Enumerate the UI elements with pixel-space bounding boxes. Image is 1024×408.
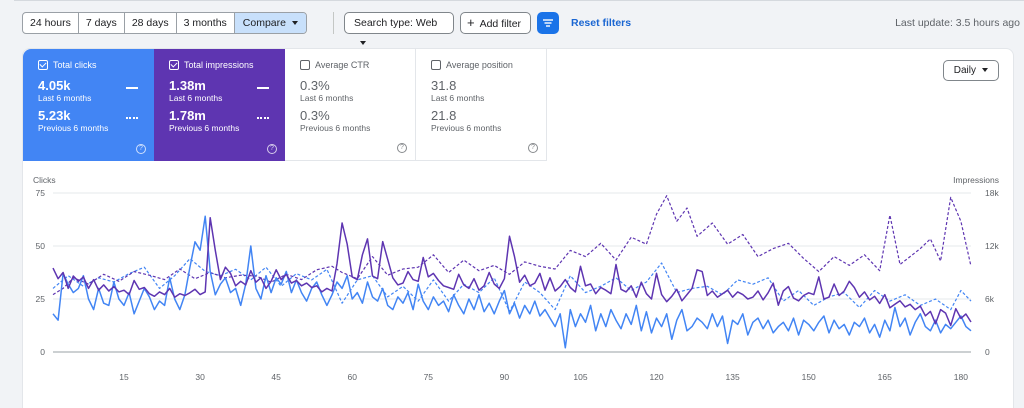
x-tick-label: 90 xyxy=(500,372,510,382)
caret-down-icon xyxy=(291,21,298,26)
x-tick-label: 135 xyxy=(726,372,740,382)
dashed-line-legend-icon xyxy=(126,117,138,119)
metric-value: 31.8 xyxy=(431,78,457,93)
right-tick-label: 6k xyxy=(985,294,995,304)
x-tick-label: 105 xyxy=(573,372,587,382)
granularity-dropdown[interactable]: Daily xyxy=(942,60,999,81)
filter-lines-icon xyxy=(543,19,553,27)
x-tick-label: 15 xyxy=(119,372,129,382)
x-tick-label: 75 xyxy=(424,372,434,382)
range-7-days[interactable]: 7 days xyxy=(79,13,125,33)
add-filter-button[interactable]: + Add filter xyxy=(460,12,531,34)
solid-line-legend-icon xyxy=(257,87,269,89)
left-tick-label: 75 xyxy=(36,188,46,198)
x-tick-label: 45 xyxy=(271,372,281,382)
metric-previous-period: Previous 6 months xyxy=(431,123,502,133)
dashed-line-legend-icon xyxy=(257,117,269,119)
solid-line-legend-icon xyxy=(126,87,138,89)
left-tick-label: 50 xyxy=(36,241,46,251)
last-update-text: Last update: 3.5 hours ago xyxy=(895,17,1020,29)
metric-previous-period: Previous 6 months xyxy=(300,123,371,133)
clicks-previous-series-line xyxy=(52,258,972,313)
metric-previous-value: 1.78m xyxy=(169,108,206,123)
help-icon[interactable]: ? xyxy=(528,143,538,153)
top-divider-line xyxy=(14,0,1024,1)
checkbox-checked-icon[interactable] xyxy=(38,60,48,70)
x-tick-label: 165 xyxy=(878,372,892,382)
x-tick-label: 180 xyxy=(954,372,968,382)
add-filter-label: Add filter xyxy=(479,18,522,30)
checkbox-unchecked-icon[interactable] xyxy=(431,60,441,70)
checkbox-checked-icon[interactable] xyxy=(169,60,179,70)
granularity-label: Daily xyxy=(953,65,976,76)
range-3-months[interactable]: 3 months xyxy=(177,13,235,33)
metric-previous-value: 21.8 xyxy=(431,108,457,123)
metric-value-period: Last 6 months xyxy=(38,93,92,103)
filter-settings-button[interactable] xyxy=(537,12,559,34)
metric-value: 0.3% xyxy=(300,78,330,93)
metric-value-period: Last 6 months xyxy=(300,93,354,103)
metric-previous-period: Previous 6 months xyxy=(38,123,109,133)
metric-average-ctr[interactable]: Average CTR 0.3% Last 6 months 0.3% Prev… xyxy=(285,49,416,161)
date-range-selector: 24 hours 7 days 28 days 3 months Compare xyxy=(22,12,307,34)
help-icon[interactable]: ? xyxy=(136,144,146,154)
metric-label: Total clicks xyxy=(53,60,97,70)
metric-label: Average position xyxy=(446,60,513,70)
right-tick-label: 18k xyxy=(985,188,999,198)
checkbox-unchecked-icon[interactable] xyxy=(300,60,310,70)
date-toolbar: 24 hours 7 days 28 days 3 months Compare… xyxy=(22,12,1022,46)
performance-chart: 75 50 25 0 18k 12k 6k 0 Clicks Impressions 15 30 45 6… xyxy=(33,175,999,382)
metric-previous-period: Previous 6 months xyxy=(169,123,240,133)
x-tick-label: 60 xyxy=(348,372,358,382)
help-icon[interactable]: ? xyxy=(397,143,407,153)
search-type-dropdown[interactable]: Search type: Web xyxy=(344,12,454,46)
metric-total-impressions[interactable]: Total impressions 1.38m Last 6 months 1.… xyxy=(154,49,285,161)
x-tick-label: 150 xyxy=(802,372,816,382)
right-tick-label: 12k xyxy=(985,241,999,251)
metric-value: 1.38m xyxy=(169,78,206,93)
caret-down-icon xyxy=(982,68,988,73)
compare-label: Compare xyxy=(242,17,286,29)
x-tick-label: 30 xyxy=(195,372,205,382)
metric-value-period: Last 6 months xyxy=(431,93,485,103)
metric-previous-value: 0.3% xyxy=(300,108,330,123)
metric-average-position[interactable]: Average position 31.8 Last 6 months 21.8… xyxy=(416,49,547,161)
help-icon[interactable]: ? xyxy=(267,144,277,154)
toolbar-divider xyxy=(333,12,334,34)
left-tick-label: 25 xyxy=(36,294,46,304)
right-tick-label: 0 xyxy=(985,347,990,357)
x-tick-label: 120 xyxy=(649,372,663,382)
plus-icon: + xyxy=(467,15,475,30)
compare-dropdown[interactable]: Compare xyxy=(234,13,306,33)
right-axis-label: Impressions xyxy=(953,175,999,185)
metric-previous-value: 5.23k xyxy=(38,108,71,123)
impressions-current-series-line xyxy=(52,216,972,327)
metric-value: 4.05k xyxy=(38,78,71,93)
metric-value-period: Last 6 months xyxy=(169,93,223,103)
left-tick-label: 0 xyxy=(40,347,45,357)
performance-card: Total clicks 4.05k Last 6 months 5.23k P… xyxy=(22,48,1014,408)
left-axis-label: Clicks xyxy=(33,175,56,185)
metric-total-clicks[interactable]: Total clicks 4.05k Last 6 months 5.23k P… xyxy=(23,49,154,161)
metric-label: Average CTR xyxy=(315,60,370,70)
chart-area: 75 50 25 0 18k 12k 6k 0 Clicks Impressions 15 30 45 6… xyxy=(23,174,1013,408)
search-type-label: Search type: Web xyxy=(354,17,438,29)
metric-label: Total impressions xyxy=(184,60,254,70)
range-28-days[interactable]: 28 days xyxy=(125,13,177,33)
clicks-current-series-line xyxy=(52,215,972,349)
caret-down-icon xyxy=(360,41,366,46)
range-24-hours[interactable]: 24 hours xyxy=(23,13,79,33)
reset-filters-link[interactable]: Reset filters xyxy=(571,17,632,29)
